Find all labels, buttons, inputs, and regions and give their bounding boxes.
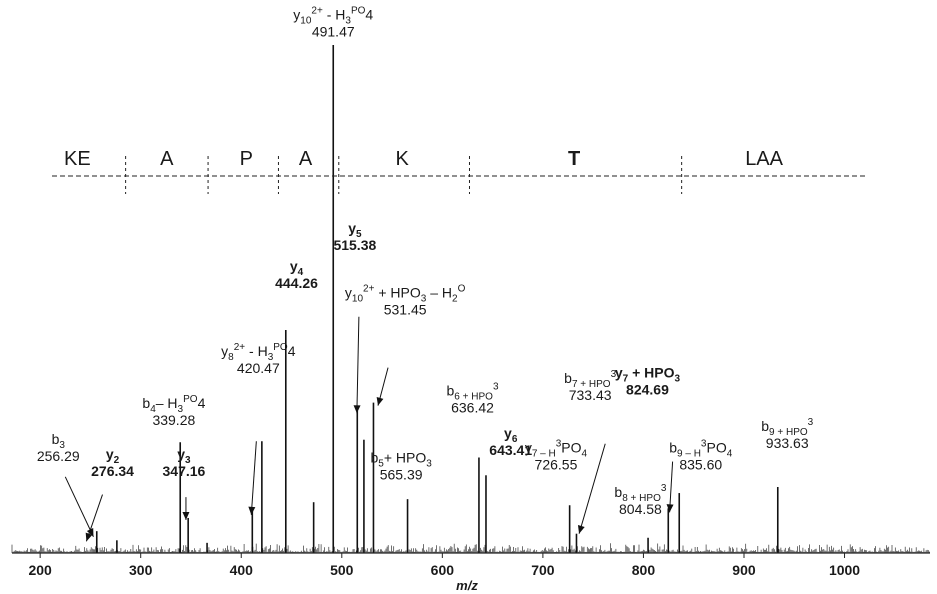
x-axis: 200 300 400 500 600 700 800 900 1000 bbox=[12, 552, 930, 578]
ion-label: b3 bbox=[52, 431, 66, 451]
arrow-head bbox=[182, 511, 190, 520]
ion-label: b9 – H3PO4 bbox=[669, 438, 733, 459]
mz-value: 565.39 bbox=[380, 467, 423, 483]
ion-label: b5+ HPO3 bbox=[370, 450, 432, 470]
annotation-arrow bbox=[250, 441, 257, 515]
noise-baseline-peaks bbox=[11, 543, 930, 553]
sequence-residue: KE bbox=[64, 148, 91, 170]
ion-label: y6 bbox=[504, 425, 518, 445]
ion-label: y82+ - H3PO4 bbox=[221, 342, 296, 363]
arrow-head bbox=[577, 525, 585, 534]
annotation-arrow bbox=[669, 461, 674, 513]
sequence-residue: A bbox=[299, 148, 313, 170]
annotation-arrows bbox=[64, 316, 674, 542]
mz-value: 491.47 bbox=[312, 24, 355, 40]
x-tick-label: 300 bbox=[129, 562, 153, 578]
mz-value: 515.38 bbox=[333, 237, 376, 253]
ion-label: y2 bbox=[106, 446, 120, 466]
annotation-arrow bbox=[356, 316, 360, 414]
mz-value: 531.45 bbox=[384, 301, 427, 317]
x-tick-label: 900 bbox=[732, 562, 756, 578]
arrow-head bbox=[85, 532, 93, 542]
ion-label: y7 – H3PO4 bbox=[525, 438, 588, 459]
mz-value: 636.42 bbox=[451, 400, 494, 416]
arrow-head bbox=[376, 397, 384, 406]
sequence-residue: T bbox=[568, 148, 580, 170]
sequence-residue: LAA bbox=[745, 148, 783, 170]
mz-value: 726.55 bbox=[535, 456, 578, 472]
ion-label: b4– H3PO4 bbox=[142, 394, 205, 415]
ion-label: b7 + HPO3 bbox=[564, 369, 616, 390]
x-tick-label: 400 bbox=[230, 562, 254, 578]
sequence-residue: A bbox=[160, 148, 174, 170]
sequence-residue: K bbox=[395, 148, 409, 170]
ion-label: b9 + HPO3 bbox=[761, 417, 813, 438]
mz-value: 804.58 bbox=[619, 501, 662, 517]
mz-value: 835.60 bbox=[679, 456, 722, 472]
ion-label: y4 bbox=[290, 258, 304, 278]
sequence-residue: P bbox=[240, 148, 253, 170]
arrow-head bbox=[86, 528, 94, 537]
noise-path bbox=[11, 543, 930, 553]
x-tick-label: 200 bbox=[28, 562, 52, 578]
mz-value: 256.29 bbox=[37, 448, 80, 464]
arrow-head bbox=[353, 405, 361, 414]
annotation-arrow bbox=[85, 494, 103, 542]
x-tick-label: 800 bbox=[632, 562, 656, 578]
mz-value: 276.34 bbox=[91, 463, 134, 479]
ion-label: y102+ + HPO3 – H2O bbox=[345, 283, 466, 304]
ion-label: y102+ - H3PO4 bbox=[293, 6, 373, 27]
mz-value: 824.69 bbox=[626, 382, 669, 398]
x-tick-label: 1000 bbox=[829, 562, 860, 578]
mz-value: 347.16 bbox=[163, 463, 206, 479]
ion-label: y7 + HPO3 bbox=[615, 365, 681, 385]
annotation-arrow bbox=[64, 476, 94, 537]
ion-label: y5 bbox=[348, 220, 362, 240]
mz-value: 733.43 bbox=[569, 387, 612, 403]
ion-label: b8 + HPO3 bbox=[614, 483, 666, 504]
mz-value: 444.26 bbox=[275, 275, 318, 291]
x-tick-label: 700 bbox=[531, 562, 555, 578]
mz-value: 339.28 bbox=[152, 412, 195, 428]
x-axis-title: m/z bbox=[456, 578, 478, 593]
x-tick-label: 500 bbox=[330, 562, 354, 578]
ion-label: b6 + HPO3 bbox=[447, 382, 499, 403]
annotation-arrow bbox=[578, 443, 606, 534]
sequence-map: KE A P A K T LAA bbox=[52, 148, 866, 194]
mz-value: 420.47 bbox=[237, 360, 280, 376]
arrow-head bbox=[248, 506, 256, 515]
mz-value: 643.41 bbox=[489, 442, 532, 458]
x-tick-label: 600 bbox=[431, 562, 455, 578]
mz-value: 933.63 bbox=[766, 435, 809, 451]
arrow-head bbox=[666, 504, 674, 513]
peaks-group bbox=[95, 45, 779, 553]
ion-label: y3 bbox=[177, 446, 191, 466]
